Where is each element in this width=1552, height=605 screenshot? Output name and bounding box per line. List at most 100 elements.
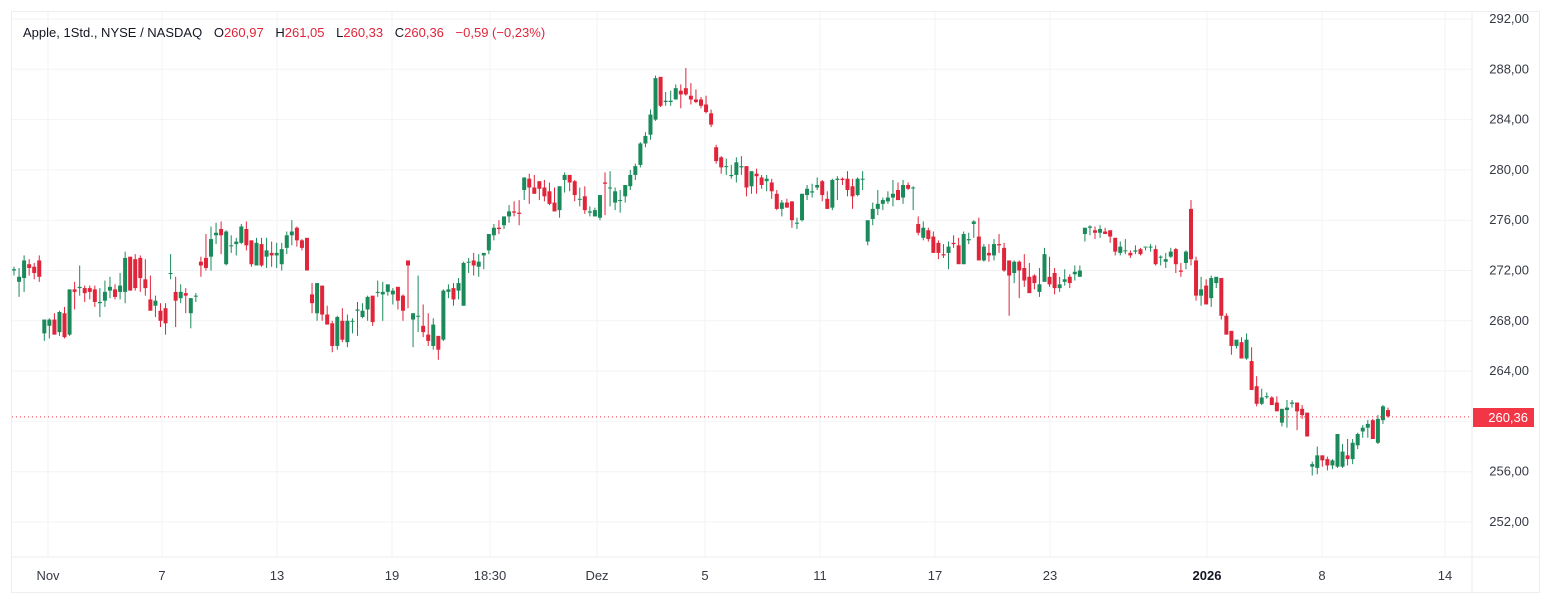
candle: [1254, 376, 1259, 407]
candle: [1047, 256, 1052, 287]
candle: [1022, 254, 1027, 287]
candle: [931, 231, 936, 253]
candle: [1012, 260, 1017, 284]
candle: [1017, 260, 1022, 299]
price-tick-label: 252,00: [1489, 514, 1529, 529]
candle: [754, 168, 759, 194]
candle: [1082, 227, 1087, 242]
candle: [1168, 247, 1173, 258]
candle: [724, 158, 729, 175]
price-tick-label: 288,00: [1489, 61, 1529, 76]
candle: [688, 83, 693, 105]
time-tick-label: 5: [701, 568, 708, 583]
candle: [1002, 242, 1007, 272]
candle: [1113, 237, 1118, 256]
candle: [890, 179, 895, 207]
candle: [1052, 267, 1057, 295]
candle: [471, 252, 476, 276]
candle: [1199, 276, 1204, 306]
candle: [264, 237, 269, 268]
time-axis[interactable]: Nov 7 13 19 18:30 Dez 5 11 17 23 2026 8 14: [36, 568, 1452, 583]
candle: [916, 216, 921, 236]
candle: [532, 174, 537, 194]
candle: [1386, 407, 1390, 418]
candle: [582, 186, 587, 214]
candle: [1027, 262, 1032, 294]
candle: [850, 178, 855, 209]
candle: [673, 84, 678, 100]
candle: [562, 172, 567, 193]
candle: [577, 187, 582, 207]
candle: [1295, 402, 1300, 431]
candle: [400, 294, 405, 321]
candle: [557, 186, 562, 218]
price-axis[interactable]: 292,00 288,00 284,00 280,00 276,00 272,00 268,…: [1489, 11, 1529, 529]
open-value: 260,97: [223, 25, 264, 40]
candle: [699, 96, 703, 109]
candle: [936, 240, 941, 260]
candle: [431, 318, 436, 350]
candle: [1007, 260, 1012, 316]
candle: [481, 252, 486, 270]
symbol-title: Apple, 1Std., NYSE / NASDAQ: [23, 25, 203, 40]
candle: [719, 156, 724, 174]
candle: [683, 68, 688, 96]
candle: [1229, 330, 1234, 355]
candle: [436, 335, 441, 360]
candle: [769, 178, 774, 199]
candle: [340, 308, 345, 343]
candle: [592, 207, 597, 217]
candle: [527, 173, 532, 204]
time-tick-label: 19: [385, 568, 399, 583]
candle: [496, 220, 501, 235]
candle: [224, 230, 229, 266]
candle: [764, 174, 769, 192]
candle: [663, 91, 668, 106]
candle: [416, 275, 421, 333]
candle: [279, 242, 284, 271]
candle: [244, 221, 249, 251]
candle: [123, 251, 128, 304]
candle: [375, 280, 380, 297]
time-tick-label: 8: [1318, 568, 1325, 583]
candle: [567, 174, 572, 192]
candle: [360, 303, 365, 319]
candle: [855, 177, 860, 197]
candle: [62, 306, 67, 339]
candle: [466, 257, 471, 274]
candle: [1093, 226, 1098, 240]
candle: [784, 198, 789, 208]
candle: [320, 285, 325, 321]
candle: [1103, 227, 1108, 235]
candle: [517, 200, 522, 226]
candle: [800, 193, 805, 222]
candle: [17, 267, 22, 297]
price-tick-label: 272,00: [1489, 263, 1529, 278]
candle: [239, 223, 244, 245]
candle: [1178, 262, 1183, 277]
candle: [789, 201, 794, 228]
candle: [537, 181, 542, 201]
candle: [613, 187, 618, 211]
candle: [1269, 396, 1274, 406]
candle: [901, 179, 906, 204]
candle: [815, 177, 820, 191]
candle: [896, 182, 901, 201]
candle: [254, 237, 259, 266]
candle: [158, 303, 163, 328]
current-price-tag: 260,36: [1473, 408, 1534, 427]
open-label: O: [213, 25, 224, 40]
close-value: 260,36: [404, 25, 444, 40]
time-tick-label: 2026: [1193, 568, 1222, 583]
high-value: 261,05: [284, 25, 325, 40]
candle: [739, 156, 744, 175]
candle: [390, 288, 395, 305]
candle: [1183, 250, 1188, 270]
candle: [57, 310, 62, 336]
candle: [1188, 200, 1193, 266]
candle: [77, 265, 82, 296]
candle: [37, 255, 42, 282]
candle: [1365, 420, 1370, 438]
candle: [1340, 444, 1345, 468]
